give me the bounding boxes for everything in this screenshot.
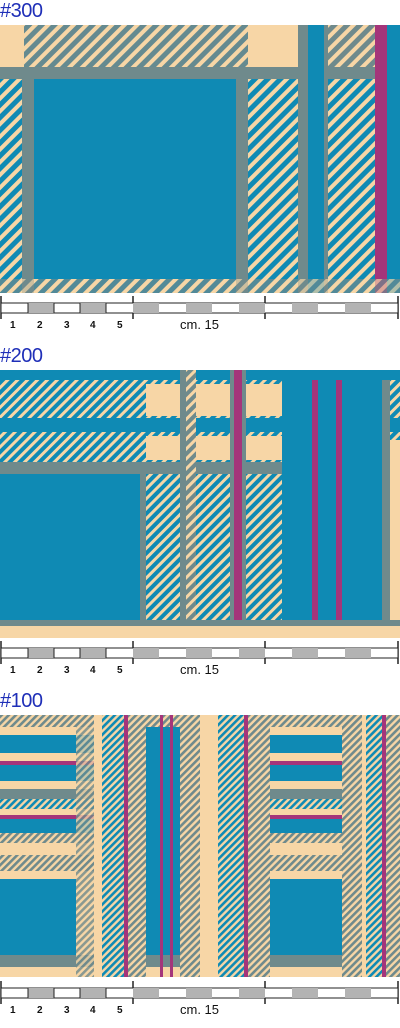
sample-label: #300	[0, 0, 43, 22]
ruler-tick-5: 5	[117, 320, 123, 331]
ruler: 1 2 3 4 5 cm. 15	[0, 293, 400, 343]
ruler-unit-label: cm. 15	[180, 317, 220, 332]
sample-100: #100	[0, 690, 400, 1020]
ruler-tick-4: 4	[90, 320, 96, 331]
ruler-unit-label: cm. 15	[180, 662, 220, 677]
ruler-tick-3: 3	[64, 1005, 70, 1016]
sample-label: #200	[0, 345, 43, 367]
ruler-tick-3: 3	[64, 665, 70, 676]
sample-300: #300	[0, 0, 400, 345]
sample-label: #100	[0, 690, 43, 712]
ruler-tick-5: 5	[117, 1005, 123, 1016]
ruler-tick-3: 3	[64, 320, 70, 331]
ruler-tick-5: 5	[117, 665, 123, 676]
ruler-tick-2: 2	[37, 1005, 43, 1016]
ruler: 1 2 3 4 5 cm. 15	[0, 978, 400, 1028]
tartan-swatch	[0, 25, 400, 293]
ruler-tick-4: 4	[90, 665, 96, 676]
ruler-tick-1: 1	[10, 1005, 16, 1016]
ruler-tick-4: 4	[90, 1005, 96, 1016]
ruler-tick-1: 1	[10, 665, 16, 676]
ruler-tick-2: 2	[37, 320, 43, 331]
sample-200: #200	[0, 345, 400, 690]
tartan-swatch	[0, 370, 400, 638]
ruler-tick-2: 2	[37, 665, 43, 676]
ruler-tick-1: 1	[10, 320, 16, 331]
ruler: 1 2 3 4 5 cm. 15	[0, 638, 400, 688]
ruler-unit-label: cm. 15	[180, 1002, 220, 1017]
tartan-swatch	[0, 715, 400, 977]
